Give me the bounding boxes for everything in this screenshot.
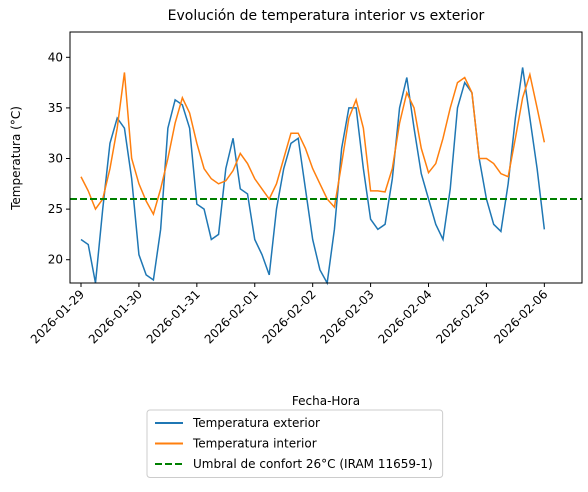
x-tick-label: 2026-01-29 [28, 287, 87, 346]
x-tick-label: 2026-01-30 [86, 287, 145, 346]
plot-frame [69, 31, 583, 284]
y-axis-label: Temperatura (°C) [9, 106, 23, 211]
legend-label: Temperatura exterior [192, 416, 320, 430]
data-line [80, 67, 546, 286]
x-tick-label: 2026-02-02 [260, 287, 319, 346]
x-tick-label: 2026-02-04 [375, 287, 434, 346]
y-tick-label: 25 [48, 202, 63, 216]
legend-box [146, 409, 444, 478]
x-tick-label: 2026-01-31 [144, 287, 203, 346]
legend-label: Umbral de confort 26°C (IRAM 11659-1) [193, 457, 433, 471]
y-tick-label: 35 [48, 101, 63, 115]
y-tick-label: 20 [48, 253, 63, 267]
legend-label: Temperatura interior [192, 437, 317, 451]
x-axis-label: Fecha-Hora [292, 394, 360, 408]
y-tick-label: 40 [48, 50, 63, 64]
data-line [80, 71, 546, 217]
x-tick-label: 2026-02-01 [202, 287, 261, 346]
x-tick-label: 2026-02-05 [433, 287, 492, 346]
y-tick-label: 30 [48, 152, 63, 166]
chart-title: Evolución de temperatura interior vs ext… [168, 8, 485, 24]
legend: Temperatura exterior Temperatura interior… [146, 409, 444, 478]
x-tick-label: 2026-02-06 [491, 287, 550, 346]
x-tick-label: 2026-02-03 [317, 287, 376, 346]
